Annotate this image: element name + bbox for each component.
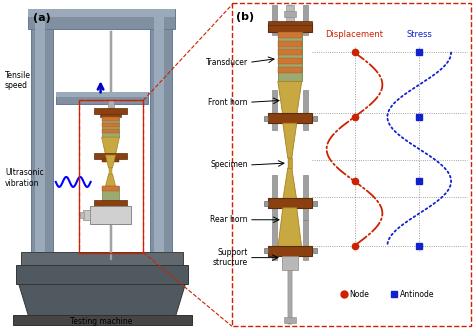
Text: (b): (b) — [236, 12, 254, 22]
Bar — [288, 5, 292, 324]
Bar — [303, 5, 308, 35]
Text: Tensile
speed: Tensile speed — [5, 71, 31, 90]
Bar — [286, 5, 294, 12]
Text: Testing machine: Testing machine — [70, 317, 133, 326]
Bar — [278, 32, 302, 81]
Text: Node: Node — [349, 290, 369, 299]
Bar — [303, 175, 308, 220]
Bar — [56, 92, 148, 97]
Text: Displacement: Displacement — [326, 30, 383, 38]
Bar — [303, 90, 308, 130]
Bar — [288, 158, 292, 168]
Bar — [31, 13, 53, 252]
Bar — [284, 317, 296, 323]
Bar — [278, 59, 302, 64]
Bar — [35, 13, 45, 252]
Bar — [278, 32, 302, 38]
Polygon shape — [106, 155, 116, 168]
Bar — [56, 92, 148, 104]
Polygon shape — [283, 123, 297, 158]
Bar — [90, 206, 131, 224]
Text: Front horn: Front horn — [209, 98, 248, 107]
Bar — [288, 269, 292, 324]
Bar — [313, 116, 317, 121]
Text: Specimen: Specimen — [210, 161, 248, 169]
Bar — [101, 129, 119, 133]
Bar — [101, 186, 119, 191]
Bar — [278, 49, 302, 56]
Bar — [284, 11, 296, 17]
Polygon shape — [283, 168, 297, 200]
Text: (a): (a) — [33, 13, 51, 23]
Bar — [150, 13, 172, 252]
Bar — [93, 153, 128, 159]
Bar — [109, 31, 111, 92]
Text: Ultrasonic
vibration: Ultrasonic vibration — [5, 168, 44, 188]
Bar — [93, 200, 128, 206]
Bar — [264, 248, 268, 253]
Bar — [268, 246, 312, 256]
Bar — [278, 40, 302, 46]
Bar — [303, 220, 308, 260]
Bar — [28, 9, 175, 29]
Bar — [272, 5, 277, 35]
Bar — [79, 100, 144, 253]
Bar — [16, 265, 188, 285]
Bar — [286, 17, 294, 21]
Bar — [28, 9, 175, 17]
Bar — [313, 201, 317, 206]
Bar — [79, 100, 144, 253]
Bar — [101, 186, 119, 202]
Bar — [82, 210, 90, 220]
Text: Transducer: Transducer — [206, 58, 248, 67]
Bar — [108, 100, 114, 108]
Bar — [264, 201, 268, 206]
Text: Antinode: Antinode — [401, 290, 435, 299]
Bar — [101, 117, 119, 137]
Bar — [272, 90, 277, 130]
Polygon shape — [106, 174, 116, 186]
Bar — [100, 114, 121, 117]
Bar — [80, 212, 83, 218]
Bar — [272, 220, 277, 260]
Bar — [313, 248, 317, 253]
Bar — [268, 23, 312, 32]
Polygon shape — [19, 285, 185, 317]
Bar — [232, 3, 471, 326]
Bar — [109, 168, 112, 174]
Text: Rear horn: Rear horn — [210, 215, 248, 224]
Bar — [268, 21, 312, 25]
Bar — [13, 316, 192, 325]
Bar — [101, 159, 119, 162]
Bar — [155, 13, 164, 252]
Bar — [101, 117, 119, 121]
Bar — [272, 175, 277, 220]
Bar — [109, 220, 111, 260]
Text: Stress: Stress — [406, 30, 432, 38]
Polygon shape — [101, 137, 119, 155]
Bar — [264, 116, 268, 121]
Bar — [278, 67, 302, 73]
Text: Support
structure: Support structure — [213, 248, 248, 267]
Bar — [93, 108, 128, 114]
Polygon shape — [278, 208, 302, 248]
Bar — [282, 256, 298, 269]
Bar — [21, 252, 183, 266]
Polygon shape — [278, 81, 302, 115]
Bar — [268, 113, 312, 123]
Bar — [101, 123, 119, 127]
Bar — [268, 198, 312, 208]
